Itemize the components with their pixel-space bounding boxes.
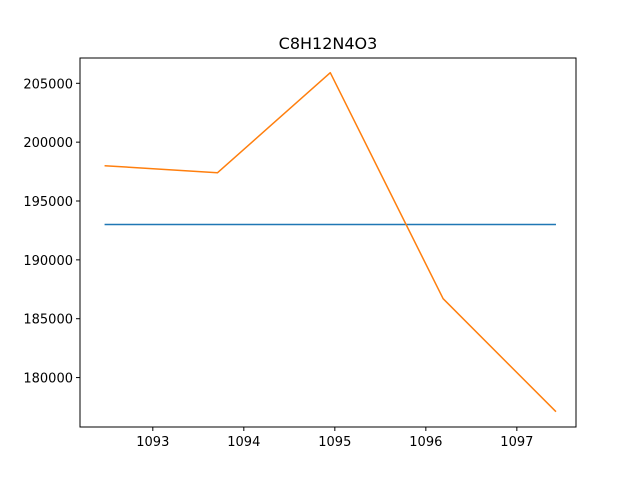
y-axis: 180000 185000 190000 195000 200000 205000: [23, 77, 80, 387]
x-tick-label: 1095: [318, 435, 351, 450]
series-layer: [104, 71, 557, 413]
y-tick-label: 185000: [23, 313, 73, 328]
x-tick-label: 1094: [227, 435, 260, 450]
y-tick-label: 200000: [23, 136, 73, 151]
x-axis: 1093 1094 1095 1096 1097: [136, 427, 533, 450]
x-tick-label: 1093: [136, 435, 169, 450]
y-tick-label: 190000: [23, 254, 73, 269]
x-tick-label: 1097: [500, 435, 533, 450]
plot-frame: [79, 57, 577, 428]
y-tick-label: 180000: [23, 372, 73, 387]
x-tick-label: 1096: [409, 435, 442, 450]
chart-title: C8H12N4O3: [279, 34, 378, 53]
y-tick-label: 205000: [23, 77, 73, 92]
y-tick-label: 195000: [23, 195, 73, 210]
series-line-2: [104, 71, 557, 413]
